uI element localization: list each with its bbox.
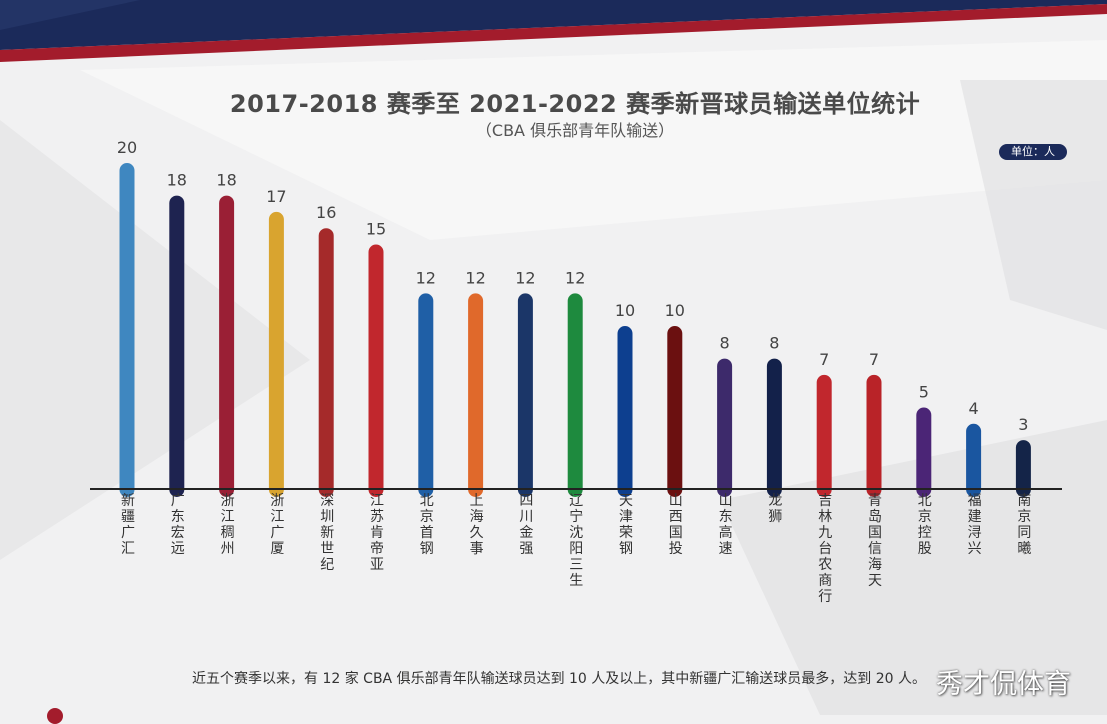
data-label: 15	[366, 220, 386, 239]
bar	[368, 244, 384, 497]
bar	[219, 195, 235, 497]
bar	[169, 195, 185, 497]
category-label: 浙江广厦	[270, 493, 284, 557]
category-label: 新疆广汇	[121, 493, 135, 557]
data-label: 3	[1018, 415, 1028, 434]
bar	[667, 326, 683, 497]
chart-subtitle: （CBA 俱乐部青年队输送）	[475, 121, 675, 140]
header-band	[0, 0, 1107, 62]
bar	[866, 374, 882, 497]
bar	[966, 423, 982, 497]
category-label: 南京同曦	[1017, 493, 1031, 557]
data-label: 18	[216, 171, 236, 190]
data-label: 5	[919, 383, 929, 402]
category-label: 浙江稠州	[221, 493, 235, 557]
category-label: 吉林九台农商行	[818, 493, 832, 605]
bar	[717, 358, 733, 497]
data-label: 12	[565, 268, 585, 287]
footnote: 近五个赛季以来，有 12 家 CBA 俱乐部青年队输送球员达到 10 人及以上，…	[192, 671, 926, 687]
data-label: 7	[869, 350, 879, 369]
bar	[268, 211, 284, 497]
bar	[318, 228, 334, 497]
category-label: 山西国投	[669, 493, 683, 557]
data-label: 10	[665, 301, 685, 320]
unit-badge: 单位：人	[999, 144, 1067, 160]
chart-title: 2017-2018 赛季至 2021-2022 赛季新晋球员输送单位统计	[229, 90, 921, 118]
bar	[119, 163, 135, 497]
data-label: 7	[819, 350, 829, 369]
category-label: 北京控股	[918, 493, 932, 557]
bar	[468, 293, 484, 497]
bar	[617, 326, 633, 497]
data-label: 8	[769, 334, 779, 353]
data-label: 12	[465, 268, 485, 287]
bar	[1015, 440, 1031, 497]
bar	[517, 293, 533, 497]
data-label: 12	[416, 268, 436, 287]
category-label: 天津荣钢	[619, 493, 633, 557]
category-label: 四川金强	[519, 493, 533, 557]
category-label: 福建浔兴	[968, 493, 982, 557]
category-label: 辽宁沈阳三生	[569, 493, 583, 589]
category-label: 江苏肯帝亚	[370, 493, 384, 573]
bar	[916, 407, 932, 497]
data-label: 10	[615, 301, 635, 320]
data-label: 17	[266, 187, 286, 206]
bar	[418, 293, 434, 497]
bar	[567, 293, 583, 497]
data-label: 18	[167, 171, 187, 190]
category-label: 上海久事	[470, 493, 484, 557]
data-label: 12	[515, 268, 535, 287]
data-label: 20	[117, 138, 137, 157]
bar	[766, 358, 782, 497]
category-label: 山东高速	[719, 493, 733, 557]
category-label: 青岛国信海天	[868, 493, 882, 589]
bar	[816, 374, 832, 497]
category-label: 龙狮	[768, 493, 782, 525]
category-label: 深圳新世纪	[320, 493, 334, 573]
data-label: 16	[316, 203, 336, 222]
category-label: 广东宏远	[171, 493, 185, 557]
data-label: 4	[969, 399, 979, 418]
watermark: 秀才侃体育	[936, 669, 1071, 700]
data-label: 8	[720, 334, 730, 353]
category-label: 北京首钢	[420, 493, 434, 557]
corner-dot	[47, 708, 63, 724]
